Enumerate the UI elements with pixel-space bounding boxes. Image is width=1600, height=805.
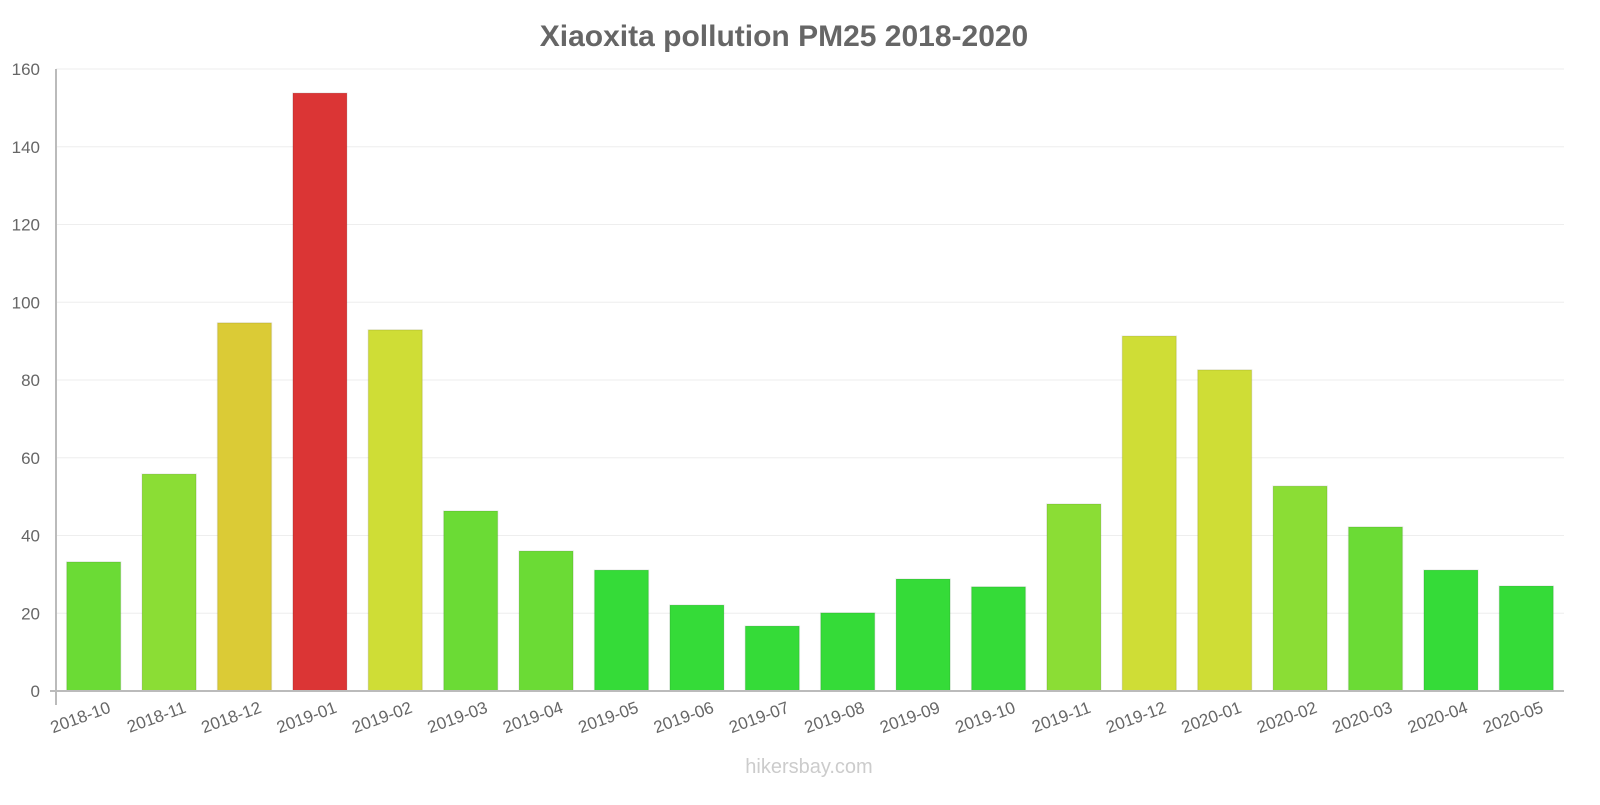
x-tick-label: 2019-02 [350,698,415,737]
x-tick-label: 2019-03 [425,698,490,737]
x-tick-label: 2020-05 [1481,698,1546,737]
bars [65,92,1555,692]
x-tick-label: 2019-05 [576,698,641,737]
gridlines [56,68,1564,614]
watermark: hikersbay.com [745,756,872,778]
bar-2019-09[interactable] [895,578,951,692]
bar-2018-10[interactable] [65,561,122,692]
y-tick-label: 20 [21,604,40,623]
y-tick-label: 140 [12,138,40,157]
bar-2018-11[interactable] [141,473,197,692]
y-tick-label: 60 [21,449,40,468]
bar-2019-02[interactable] [367,329,424,692]
x-tick-label: 2020-03 [1330,698,1395,737]
y-tick-label: 0 [31,682,40,701]
bar-2018-12[interactable] [216,322,273,692]
bar-2019-11[interactable] [1046,503,1102,692]
x-tick-label: 2020-02 [1254,698,1319,737]
x-axis-ticks: 2018-10 2018-11 2018-12 2019-01 2019-02 2019-… [48,698,1546,737]
x-tick-label: 2019-09 [877,698,942,737]
bar-2020-01[interactable] [1196,369,1253,692]
bar-2019-12[interactable] [1121,335,1178,692]
x-tick-label: 2019-10 [953,698,1018,737]
chart-title: Xiaoxita pollution PM25 2018-2020 [540,20,1029,53]
bar-2019-03[interactable] [442,510,499,692]
x-tick-label: 2018-11 [125,698,189,737]
y-tick-label: 120 [12,216,40,235]
bar-2019-10[interactable] [970,586,1027,692]
bar-2019-05[interactable] [593,569,650,692]
bar-2020-03[interactable] [1347,526,1404,692]
x-tick-label: 2019-12 [1104,698,1169,737]
x-tick-label: 2019-11 [1029,698,1093,737]
x-tick-label: 2019-08 [802,698,867,737]
bar-2019-08[interactable] [819,612,876,692]
bar-2020-05[interactable] [1498,585,1555,692]
bar-2019-06[interactable] [669,604,725,692]
x-tick-label: 2020-01 [1179,698,1244,737]
bar-2019-07[interactable] [744,625,801,692]
bar-2020-02[interactable] [1272,485,1328,692]
x-tick-label: 2018-10 [48,698,113,737]
bar-2019-04[interactable] [518,550,574,692]
y-tick-label: 80 [21,371,40,390]
x-tick-label: 2019-06 [651,698,716,737]
x-tick-label: 2019-01 [274,698,339,737]
y-tick-label: 160 [12,60,40,79]
bar-2020-04[interactable] [1423,569,1479,692]
x-tick-label: 2019-04 [500,698,565,737]
y-tick-label: 100 [12,293,40,312]
x-tick-label: 2018-12 [199,698,264,737]
y-tick-label: 40 [21,527,40,546]
bar-2019-01[interactable] [292,92,348,692]
x-tick-label: 2020-04 [1405,698,1470,737]
x-tick-label: 2019-07 [727,698,792,737]
y-axis-ticks: 0 20 40 60 80 100 120 140 160 [12,60,40,701]
